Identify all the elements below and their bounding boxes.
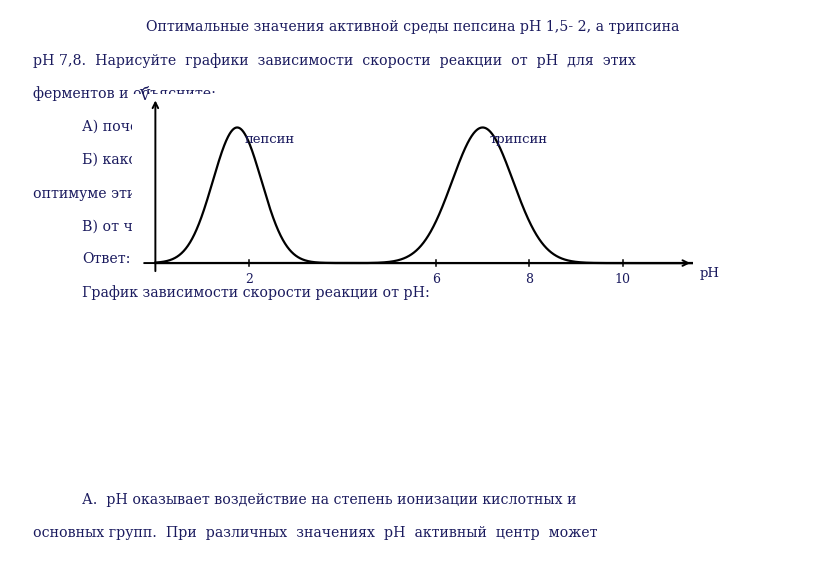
Text: 6: 6: [431, 272, 440, 285]
Text: А.  рН оказывает воздействие на степень ионизации кислотных и: А. рН оказывает воздействие на степень и…: [82, 492, 577, 507]
Text: Ответ:: Ответ:: [82, 252, 131, 266]
Text: График зависимости скорости реакции от рН:: График зависимости скорости реакции от р…: [82, 285, 431, 300]
Text: оптимуме этих ферментов: оптимуме этих ферментов: [33, 186, 230, 201]
Text: В) от чего зависит оптимум рН каждого фермента.: В) от чего зависит оптимум рН каждого фе…: [82, 219, 467, 234]
Text: Б) какое  значение  для  организма  человека  имеет  различие  в  рН –: Б) какое значение для организма человека…: [82, 153, 620, 167]
Text: ферментов и объясните:: ферментов и объясните:: [33, 86, 216, 101]
Text: 2: 2: [245, 272, 252, 285]
Text: 8: 8: [526, 272, 534, 285]
Text: pH: pH: [700, 267, 720, 280]
Text: рН 7,8.  Нарисуйте  графики  зависимости  скорости  реакции  от  рН  для  этих: рН 7,8. Нарисуйте графики зависимости ск…: [33, 53, 636, 68]
Text: А) почему изменения рН приводят к уменьшению активности фермента: А) почему изменения рН приводят к уменьш…: [82, 120, 628, 134]
Text: V: V: [139, 89, 149, 103]
Text: Оптимальные значения активной среды пепсина рН 1,5- 2, а трипсина: Оптимальные значения активной среды пепс…: [146, 20, 679, 34]
Text: пепсин: пепсин: [244, 133, 295, 146]
Text: 10: 10: [615, 272, 631, 285]
Text: трипсин: трипсин: [490, 133, 548, 146]
Text: основных групп.  При  различных  значениях  рН  активный  центр  может: основных групп. При различных значениях …: [33, 526, 597, 540]
